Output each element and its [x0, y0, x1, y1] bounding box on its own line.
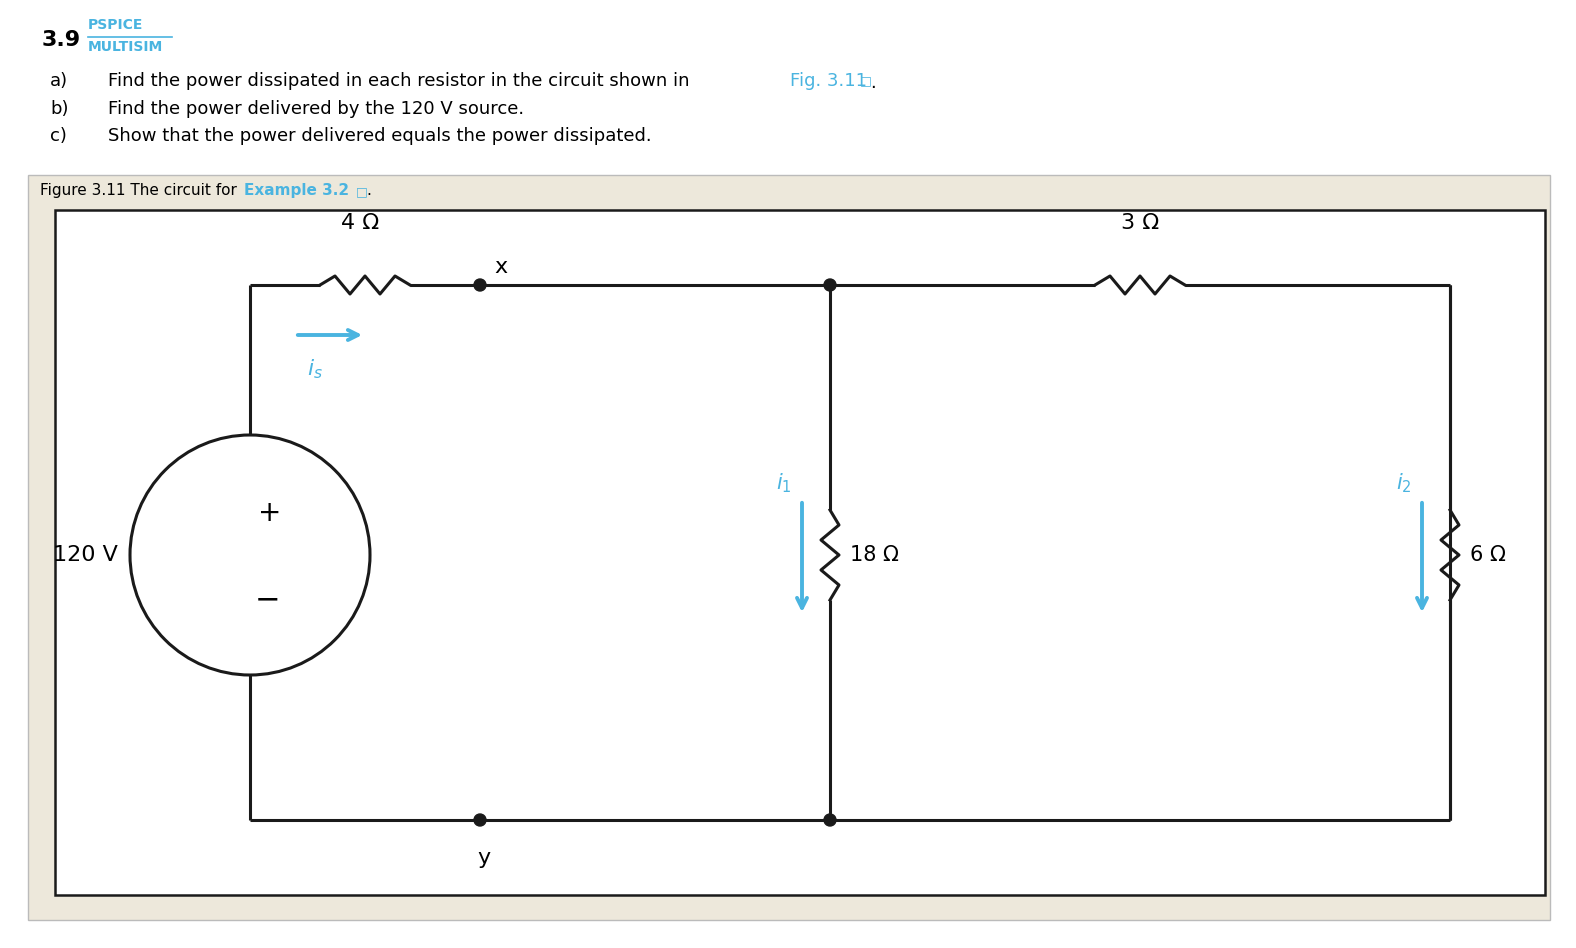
Text: Find the power delivered by the 120 V source.: Find the power delivered by the 120 V so… — [109, 100, 525, 118]
Text: 3 Ω: 3 Ω — [1121, 213, 1158, 233]
Text: □: □ — [860, 74, 872, 87]
Text: Example 3.2: Example 3.2 — [244, 183, 350, 198]
FancyBboxPatch shape — [55, 210, 1544, 895]
Circle shape — [824, 279, 835, 291]
Text: 6 Ω: 6 Ω — [1470, 545, 1507, 565]
Text: $i_s$: $i_s$ — [307, 357, 323, 380]
Text: PSPICE: PSPICE — [88, 18, 143, 32]
Text: 3.9: 3.9 — [43, 30, 80, 50]
Text: x: x — [493, 257, 507, 277]
Text: Show that the power delivered equals the power dissipated.: Show that the power delivered equals the… — [109, 127, 651, 145]
Text: Find the power dissipated in each resistor in the circuit shown in: Find the power dissipated in each resist… — [109, 72, 695, 90]
Text: 120 V: 120 V — [54, 545, 118, 565]
Text: a): a) — [50, 72, 68, 90]
Text: b): b) — [50, 100, 68, 118]
Text: c): c) — [50, 127, 66, 145]
Text: .: . — [870, 74, 876, 92]
FancyBboxPatch shape — [28, 175, 1551, 920]
Text: .: . — [366, 183, 370, 198]
Text: +: + — [258, 499, 282, 527]
Text: □: □ — [356, 185, 367, 198]
Text: y: y — [478, 848, 490, 868]
Text: MULTISIM: MULTISIM — [88, 40, 164, 54]
Text: −: − — [255, 586, 281, 614]
Circle shape — [474, 814, 485, 826]
Text: 18 Ω: 18 Ω — [849, 545, 898, 565]
Circle shape — [824, 814, 835, 826]
Text: Figure 3.11 The circuit for: Figure 3.11 The circuit for — [39, 183, 241, 198]
Text: 4 Ω: 4 Ω — [340, 213, 380, 233]
Text: Fig. 3.11: Fig. 3.11 — [790, 72, 867, 90]
Text: $i_1$: $i_1$ — [777, 471, 793, 495]
Circle shape — [474, 279, 485, 291]
Text: $i_2$: $i_2$ — [1396, 471, 1412, 495]
